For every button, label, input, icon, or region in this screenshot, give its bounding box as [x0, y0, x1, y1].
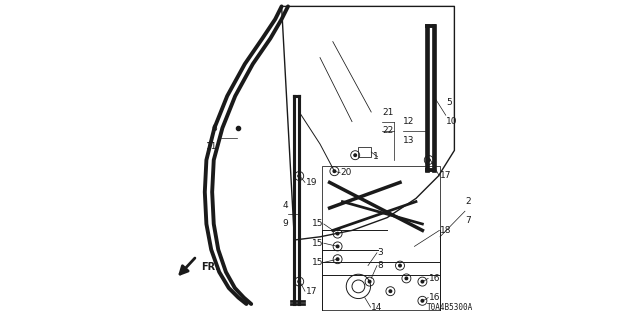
Text: 2: 2 [466, 197, 471, 206]
Text: 16: 16 [429, 274, 440, 283]
Text: 19: 19 [306, 178, 317, 187]
Text: 17: 17 [306, 287, 317, 296]
Circle shape [337, 245, 339, 248]
Circle shape [354, 154, 356, 156]
Text: 21: 21 [383, 108, 394, 117]
Circle shape [337, 232, 339, 235]
Circle shape [333, 170, 335, 172]
Text: 7: 7 [466, 216, 471, 225]
Text: 3: 3 [378, 248, 383, 257]
Text: 5: 5 [447, 98, 452, 107]
Text: 12: 12 [403, 117, 415, 126]
Text: 15: 15 [312, 239, 323, 248]
Bar [358, 147, 371, 157]
Text: 4: 4 [282, 201, 288, 210]
Text: 1: 1 [372, 152, 378, 161]
Circle shape [421, 280, 424, 283]
Text: 18: 18 [440, 226, 451, 235]
Circle shape [337, 258, 339, 260]
Circle shape [405, 277, 408, 280]
Text: 8: 8 [378, 261, 383, 270]
Circle shape [298, 175, 301, 177]
Text: 15: 15 [312, 258, 323, 267]
Text: 9: 9 [282, 219, 288, 228]
Circle shape [399, 264, 401, 267]
Circle shape [421, 300, 424, 302]
Text: 15: 15 [312, 220, 323, 228]
Text: 20: 20 [340, 168, 352, 177]
Text: 16: 16 [429, 293, 440, 302]
Text: 6: 6 [212, 124, 218, 133]
Text: 11: 11 [206, 142, 218, 151]
Text: T0A4B5300A: T0A4B5300A [428, 303, 474, 312]
Text: FR.: FR. [202, 262, 220, 272]
Text: 17: 17 [440, 172, 451, 180]
Circle shape [298, 280, 301, 283]
Text: 22: 22 [383, 126, 394, 135]
Circle shape [369, 280, 371, 283]
Circle shape [389, 290, 392, 292]
Text: 13: 13 [403, 136, 415, 145]
Text: 14: 14 [371, 303, 383, 312]
Text: 10: 10 [447, 117, 458, 126]
Bar [322, 166, 440, 310]
Circle shape [428, 159, 430, 161]
